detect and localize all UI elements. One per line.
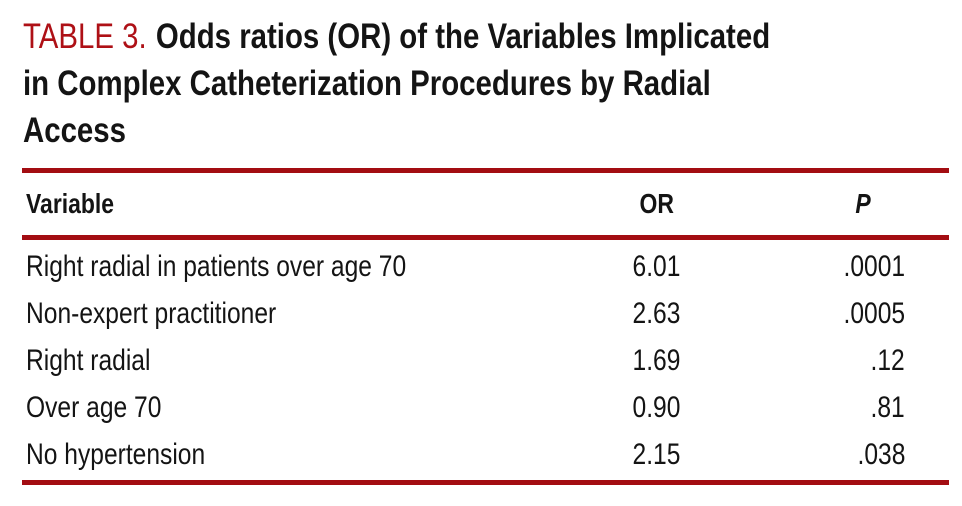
column-header-variable: Variable — [26, 188, 115, 219]
p-cell: .038 — [857, 438, 905, 471]
or-cell: 0.90 — [632, 391, 680, 424]
p-cell: .12 — [870, 344, 905, 377]
p-cell: .0005 — [843, 297, 905, 330]
table-caption-line-1: TABLE 3. Odds ratios (OR) of the Variable… — [23, 13, 812, 60]
table-body: Right radial in patients over age 70 6.0… — [22, 240, 949, 480]
table-top-rule — [22, 168, 949, 173]
or-cell: 6.01 — [632, 250, 680, 283]
table-row: Right radial in patients over age 70 6.0… — [22, 243, 949, 290]
table-bottom-rule — [22, 480, 949, 485]
variable-cell: Right radial — [26, 344, 151, 377]
or-cell: 1.69 — [632, 344, 680, 377]
or-cell: 2.15 — [632, 438, 680, 471]
table-row: No hypertension 2.15 .038 — [22, 431, 949, 478]
or-cell: 2.63 — [632, 297, 680, 330]
table-caption-line-3: Access — [23, 111, 126, 150]
table-row: Over age 70 0.90 .81 — [22, 384, 949, 431]
variable-cell: Right radial in patients over age 70 — [26, 250, 407, 283]
paper-table-figure: TABLE 3. Odds ratios (OR) of the Variable… — [22, 13, 962, 485]
table-header-rule — [22, 235, 949, 240]
p-cell: .0001 — [843, 250, 905, 283]
variable-cell: Over age 70 — [26, 391, 162, 424]
table-row: Right radial 1.69 .12 — [22, 337, 949, 384]
table-number-label: TABLE 3. — [23, 17, 147, 56]
table-caption-text-1: Odds ratios (OR) of the Variables Implic… — [155, 17, 771, 56]
column-header-p: P — [855, 188, 871, 219]
column-header-or: OR — [639, 188, 674, 219]
data-table: Variable OR P Right radial in patients o… — [22, 168, 949, 485]
p-cell: .81 — [870, 391, 905, 424]
variable-cell: No hypertension — [26, 438, 206, 471]
table-header-row: Variable OR P — [22, 173, 949, 235]
variable-cell: Non-expert practitioner — [26, 297, 277, 330]
table-caption-line-2: in Complex Catheterization Procedures by… — [23, 64, 711, 103]
table-caption: TABLE 3. Odds ratios (OR) of the Variable… — [23, 13, 962, 154]
table-row: Non-expert practitioner 2.63 .0005 — [22, 290, 949, 337]
